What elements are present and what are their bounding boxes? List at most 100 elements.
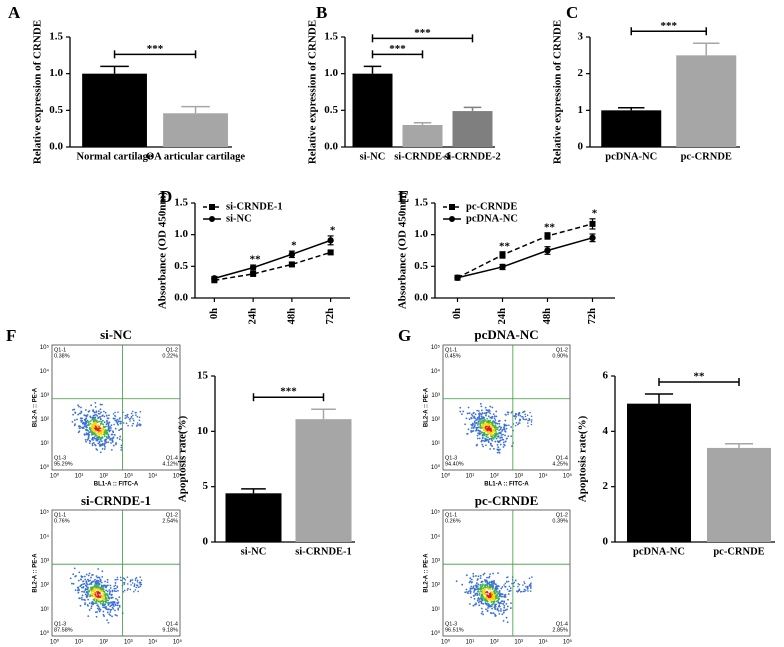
point <box>249 264 257 271</box>
event-dot <box>99 424 102 427</box>
event-dot <box>110 608 113 611</box>
event-dot <box>468 412 471 415</box>
event-dot <box>464 423 467 426</box>
event-dot <box>507 598 509 601</box>
quadrant-name: Q1-2 <box>556 347 568 353</box>
x-tick-label: 24h <box>497 308 508 325</box>
event-dot <box>493 428 496 430</box>
event-dot <box>486 610 489 612</box>
event-dot <box>89 429 92 432</box>
event-dot <box>98 608 100 611</box>
event-dot <box>98 440 101 443</box>
y-tick-label: 0.5 <box>414 260 428 272</box>
x-axis-label: BL1-A :: FITC-A <box>94 482 139 488</box>
event-dot <box>470 578 473 581</box>
event-dot <box>115 443 117 446</box>
x-tick-label: 72h <box>587 308 598 325</box>
event-dot <box>81 594 84 597</box>
event-dot <box>494 608 497 610</box>
event-dot <box>493 447 495 450</box>
event-dot <box>507 580 510 583</box>
event-dot <box>493 417 496 420</box>
event-dot <box>478 600 481 603</box>
event-dot <box>470 596 472 599</box>
event-dot <box>102 600 105 603</box>
error-bar <box>363 65 382 74</box>
event-dot <box>114 609 116 612</box>
event-dot <box>478 419 481 422</box>
event-dot <box>82 426 85 429</box>
event-dot <box>82 586 85 588</box>
event-dot <box>78 405 80 408</box>
x-tick-label: pc-CRNDE <box>713 546 764 557</box>
event-dot <box>511 582 513 585</box>
event-dot <box>111 590 114 593</box>
event-dot <box>102 585 105 588</box>
y-axis-label: Apoptosis rate(%) <box>177 415 189 502</box>
event-dot <box>522 418 525 421</box>
event-dot <box>479 430 481 433</box>
event-dot <box>135 414 137 416</box>
event-dot <box>470 413 473 416</box>
event-dot <box>485 438 488 441</box>
event-dot <box>113 587 116 590</box>
event-dot <box>89 422 92 425</box>
event-dot <box>496 422 499 425</box>
y-tick-label: 6 <box>603 370 609 382</box>
event-dot <box>498 419 501 422</box>
event-dot <box>136 415 139 418</box>
event-dot <box>498 590 501 593</box>
event-dot <box>497 441 500 444</box>
event-dot <box>494 589 497 592</box>
event-dot <box>529 590 532 592</box>
event-dot <box>94 602 97 605</box>
event-dot <box>484 429 487 432</box>
event-dot <box>104 580 106 583</box>
event-dot <box>97 568 100 570</box>
significance-label: ** <box>544 221 556 233</box>
significance-label: ** <box>694 371 706 383</box>
event-dot <box>118 420 120 423</box>
quadrant-percent: 0.39% <box>552 518 568 524</box>
significance-label: *** <box>414 27 431 39</box>
event-dot <box>109 438 111 441</box>
event-dot <box>69 577 72 580</box>
event-dot <box>488 431 490 434</box>
event-dot <box>87 586 89 589</box>
event-dot <box>525 585 527 588</box>
event-dot <box>131 425 133 427</box>
event-dot <box>103 431 106 434</box>
event-dot <box>483 422 486 424</box>
event-dot <box>105 432 108 435</box>
y-axis-label: Absorbance (OD 450nm) <box>157 192 169 310</box>
event-dot <box>476 599 479 602</box>
event-dot <box>112 603 115 606</box>
legend-marker <box>449 204 455 210</box>
event-dot <box>97 410 100 413</box>
event-dot <box>89 595 91 598</box>
event-dot <box>100 437 103 439</box>
event-dot <box>119 417 121 419</box>
event-dot <box>519 414 522 417</box>
error-bar <box>311 408 336 420</box>
event-dot <box>516 591 519 593</box>
event-dot <box>93 590 95 593</box>
y-tick-label: 10⁵ <box>431 344 441 351</box>
event-dot <box>109 425 111 428</box>
event-dot <box>505 427 508 430</box>
event-dot <box>102 606 105 609</box>
event-dot <box>126 576 129 578</box>
event-dot <box>90 605 93 608</box>
legend-label: pc-CRNDE <box>466 201 517 212</box>
event-dot <box>79 597 81 600</box>
event-dot <box>496 609 499 611</box>
y-tick-label: 2 <box>578 67 584 79</box>
event-dot <box>482 445 485 448</box>
event-dot <box>489 432 491 435</box>
event-dot <box>500 593 503 596</box>
event-dot <box>509 587 512 589</box>
event-dot <box>480 600 483 603</box>
event-dot <box>481 412 484 414</box>
x-tick-label: 10² <box>99 474 108 480</box>
